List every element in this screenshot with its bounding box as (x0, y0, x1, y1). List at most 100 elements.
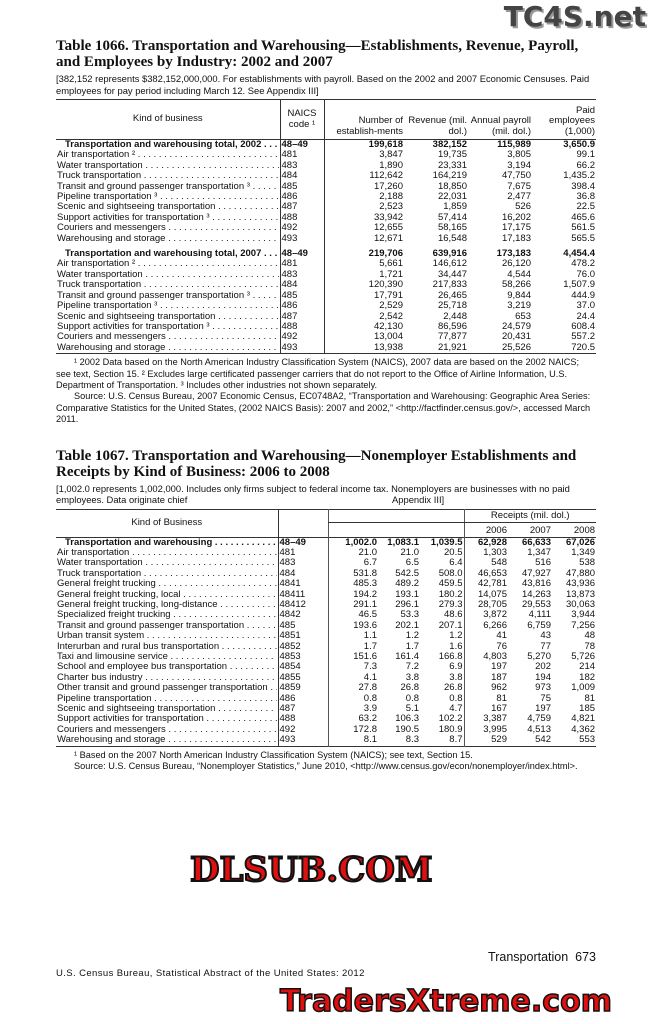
row-value: 78 (584, 641, 596, 652)
row-value: 17,175 (501, 223, 531, 234)
row-kind: Interurban and rural bus transportation … (57, 641, 277, 652)
row-value: 1,002.0 (327, 537, 378, 548)
row-kind: Warehousing and storage . . . . . . . . … (57, 735, 277, 746)
row-kind: Transportation and warehousing total, 20… (65, 249, 280, 260)
col-employees: Paid employees (1,000) (549, 104, 595, 137)
row-value: 115,989 (497, 139, 531, 150)
row-value: 14,263 (521, 589, 551, 600)
row-value: 37.0 (576, 301, 596, 312)
row-value: 444.9 (571, 290, 595, 301)
row-value: 561.5 (571, 223, 595, 234)
table-row: Transit and ground passenger transportat… (56, 181, 596, 193)
row-kind: Pipeline transportation ³ . . . . . . . … (57, 192, 279, 203)
row-value: 20.5 (444, 547, 463, 558)
page-number: 673 (575, 950, 596, 964)
table-row: Truck transportation . . . . . . . . . .… (56, 280, 596, 291)
row-value: 173,183 (496, 248, 531, 260)
row-value: 197 (463, 662, 508, 673)
row-value: 5,270 (527, 652, 551, 663)
row-value: 485.3 (327, 579, 378, 590)
row-value: 13,938 (323, 342, 404, 354)
row-naics-code: 485 (279, 290, 324, 302)
row-naics-code: 485 (277, 620, 328, 632)
row-naics-code: 487 (279, 311, 324, 322)
row-value: 13,004 (323, 332, 404, 343)
row-value: 164,219 (432, 171, 467, 182)
row-value: 151.6 (327, 652, 378, 663)
row-value: 81 (584, 693, 596, 704)
row-value: 653 (515, 311, 531, 322)
row-value: 1,039.5 (430, 537, 463, 548)
table-row: Transit and ground passenger transportat… (56, 620, 596, 632)
row-naics-code: 487 (279, 202, 324, 213)
row-value: 42,130 (323, 321, 404, 333)
table-row: General freight trucking . . . . . . . .… (56, 579, 596, 590)
table-row: Scenic and sightseeing transportation . … (56, 202, 596, 213)
table-row: Transportation and warehousing . . . . .… (56, 537, 596, 548)
row-value: 4,513 (527, 724, 551, 735)
col-establishments-2007 (378, 522, 420, 537)
col-receipts-2007: 2007 (529, 525, 551, 537)
row-kind: Truck transportation . . . . . . . . . .… (57, 280, 279, 291)
table-1066: Kind of business NAICS code ¹ Number of … (56, 99, 596, 354)
row-kind: Taxi and limousine service . . . . . . .… (57, 652, 277, 663)
row-kind: Water transportation . . . . . . . . . .… (57, 558, 277, 569)
table-row: Air transportation . . . . . . . . . . .… (56, 547, 596, 559)
row-value: 219,706 (323, 244, 404, 260)
table-1067-headnote-line2: employees. Data originate chief Appendix… (56, 494, 596, 506)
row-value: 3,219 (507, 301, 531, 312)
row-value: 16,548 (437, 233, 467, 244)
row-value: 46.5 (327, 610, 378, 621)
row-value: 199,618 (323, 139, 404, 151)
row-kind: Transit and ground passenger transportat… (57, 181, 279, 192)
row-value: 3,847 (323, 150, 404, 161)
row-naics-code: 481 (279, 150, 324, 161)
row-value: 3,194 (507, 160, 531, 171)
row-kind: Scenic and sightseeing transportation . … (57, 311, 279, 322)
row-value: 28,705 (463, 600, 508, 611)
row-value: 7,675 (507, 181, 531, 192)
row-kind: Scenic and sightseeing transportation . … (57, 704, 277, 715)
table-row: Warehousing and storage . . . . . . . . … (56, 342, 596, 354)
table-row: Transit and ground passenger transportat… (56, 290, 596, 302)
row-value: 3.8 (405, 672, 419, 683)
row-value: 538 (579, 558, 596, 569)
row-value: 7,256 (571, 620, 596, 631)
row-naics-code: 493 (279, 233, 324, 245)
col-establishments-2006 (327, 522, 378, 538)
row-value: 4,821 (571, 714, 596, 725)
row-value: 76.0 (576, 269, 596, 280)
row-value: 197 (535, 704, 551, 715)
table-row: Warehousing and storage . . . . . . . . … (56, 735, 597, 747)
table-row: Air transportation ² . . . . . . . . . .… (56, 259, 596, 270)
row-value: 16,202 (501, 212, 531, 223)
row-naics-code: 48–49 (279, 139, 324, 151)
row-value: 17,791 (323, 290, 404, 302)
row-value: 1.7 (405, 641, 419, 652)
table-row: General freight trucking, local . . . . … (56, 589, 596, 600)
table-row: Pipeline transportation ³ . . . . . . . … (56, 301, 596, 312)
table-1067: Kind of Business Receipts (mil. dol.) 20… (56, 509, 597, 747)
row-naics-code: 48–49 (277, 537, 328, 548)
row-value: 3,387 (463, 714, 508, 725)
row-kind: Air transportation . . . . . . . . . . .… (57, 547, 277, 558)
row-naics-code: 48412 (277, 600, 328, 611)
row-value: 478.2 (571, 259, 595, 270)
row-kind: Charter bus industry . . . . . . . . . .… (57, 672, 277, 683)
row-kind: Support activities for transportation ³ … (57, 321, 279, 332)
row-value: 172.8 (327, 724, 378, 736)
row-value: 6,266 (463, 620, 508, 632)
row-value: 6.9 (449, 662, 463, 673)
row-value: 21,921 (437, 342, 467, 353)
table-1067-body: Transportation and warehousing . . . . .… (56, 537, 597, 747)
row-value: 565.5 (571, 233, 595, 244)
row-value: 2,523 (323, 202, 404, 213)
row-value: 2,542 (323, 311, 404, 322)
row-value: 1,303 (463, 547, 508, 559)
row-value: 296.1 (395, 600, 419, 610)
row-value: 26.8 (400, 683, 420, 694)
row-value: 202 (535, 662, 551, 673)
row-value: 47,750 (501, 171, 531, 182)
row-value: 465.6 (571, 212, 595, 223)
row-value: 75 (540, 693, 551, 704)
